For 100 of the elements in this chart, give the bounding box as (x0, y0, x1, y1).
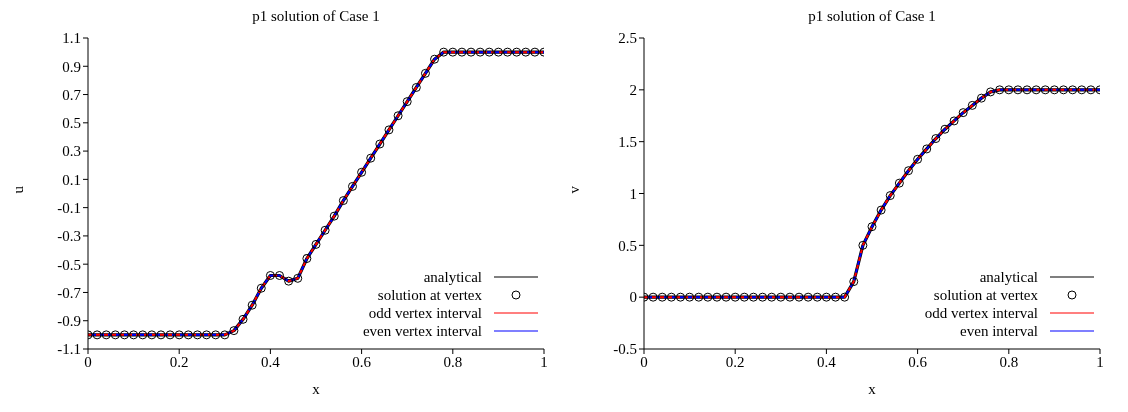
point (238, 314, 248, 324)
point (183, 330, 193, 340)
point (293, 273, 303, 283)
point (721, 292, 731, 302)
point (129, 330, 139, 340)
point (821, 292, 831, 302)
point (457, 47, 467, 57)
point (138, 330, 148, 340)
point (311, 239, 321, 249)
chart-title: p1 solution of Case 1 (807, 8, 937, 25)
x-tick-label: 0.4 (261, 353, 281, 370)
y-tick-label: -0.3 (57, 228, 81, 245)
y-axis-title: v (566, 185, 583, 194)
y-tick-label: -0.5 (613, 341, 637, 358)
x-axis-title: x (868, 381, 877, 397)
point (1049, 85, 1059, 95)
y-tick-label: 0.7 (62, 86, 82, 103)
point (530, 47, 540, 57)
y-tick-label: -0.7 (57, 284, 82, 301)
point (366, 153, 376, 163)
point (402, 97, 412, 107)
y-tick-label: 1 (629, 185, 637, 202)
point (265, 270, 275, 280)
point (211, 330, 221, 340)
point (357, 167, 367, 177)
point (484, 47, 494, 57)
point (503, 47, 513, 57)
y-axis-title: u (10, 185, 27, 194)
x-tick-label: 0.2 (725, 353, 745, 370)
point (256, 283, 266, 293)
x-tick-label: 1 (1096, 353, 1104, 370)
y-tick-label: 0.1 (62, 171, 81, 188)
point (174, 330, 184, 340)
legend-label: analytical (423, 268, 482, 286)
point (202, 330, 212, 340)
point (694, 292, 704, 302)
point (648, 292, 658, 302)
point (375, 139, 385, 149)
point (1059, 85, 1069, 95)
y-tick-label: 0 (629, 289, 637, 306)
point (1077, 85, 1087, 95)
point (430, 54, 440, 64)
x-tick-label: 0.6 (908, 353, 928, 370)
point (393, 111, 403, 121)
legend-label: odd vertex interval (924, 304, 1038, 322)
point (794, 292, 804, 302)
point (858, 240, 868, 250)
point (147, 330, 157, 340)
y-tick-label: -1.1 (57, 341, 81, 358)
point (712, 292, 722, 302)
x-axis-title: x (312, 381, 321, 397)
point (411, 82, 421, 92)
y-tick-label: -0.1 (57, 199, 81, 216)
legend-label: even interval (960, 322, 1038, 340)
point (758, 292, 768, 302)
legend-label: even vertex interval (362, 322, 482, 340)
point (119, 330, 129, 340)
point (284, 276, 294, 286)
point (1068, 85, 1078, 95)
point (192, 330, 202, 340)
point (894, 178, 904, 188)
point (931, 134, 941, 144)
point (675, 292, 685, 302)
point (703, 292, 713, 302)
point (101, 330, 111, 340)
point (521, 47, 531, 57)
point (347, 181, 357, 191)
point (730, 292, 740, 302)
point (767, 292, 777, 302)
point (275, 270, 285, 280)
y-tick-label: -0.5 (57, 256, 81, 273)
point (840, 292, 850, 302)
y-tick-label: -0.9 (57, 313, 81, 330)
point (1031, 85, 1041, 95)
point (475, 47, 485, 57)
legend-label: solution at vertex (377, 286, 482, 304)
point (958, 108, 968, 118)
point (1040, 85, 1050, 95)
point (229, 326, 239, 336)
point (1013, 85, 1023, 95)
point (657, 292, 667, 302)
point (685, 292, 695, 302)
x-tick-label: 0.6 (352, 353, 372, 370)
point (785, 292, 795, 302)
point (220, 330, 230, 340)
point (92, 330, 102, 340)
y-tick-label: 1.5 (618, 133, 637, 150)
y-tick-label: 0.3 (62, 143, 81, 160)
point (831, 292, 841, 302)
point (384, 125, 394, 135)
point (803, 292, 813, 302)
point (922, 144, 932, 154)
point (739, 292, 749, 302)
point (110, 330, 120, 340)
y-tick-label: 0.9 (62, 58, 81, 75)
point (849, 277, 859, 287)
point (420, 68, 430, 78)
point (1022, 85, 1032, 95)
point (493, 47, 503, 57)
point (995, 85, 1005, 95)
